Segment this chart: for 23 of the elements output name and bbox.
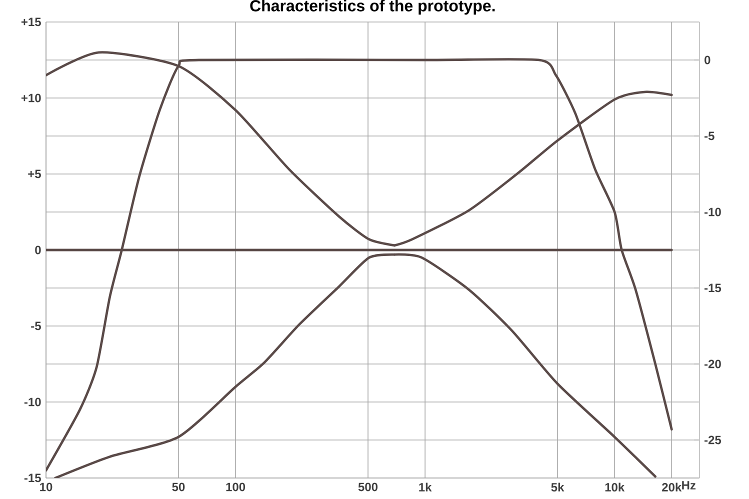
y2-tick-label: -15 <box>704 284 722 292</box>
x-tick-label: 10k <box>605 482 625 492</box>
x-tick-label: 50 <box>172 482 185 492</box>
x-axis-title: Hz <box>682 481 696 490</box>
x-tick-label: 20k <box>662 482 682 492</box>
x-tick-label: 10 <box>40 482 52 492</box>
y-tick-label: +5 <box>28 170 41 178</box>
x-tick-label: 5k <box>551 482 564 492</box>
y2-tick-label: 0 <box>704 56 710 64</box>
y-tick-label: -15 <box>24 474 41 482</box>
y2-tick-label: -10 <box>704 208 721 216</box>
y2-tick-label: -25 <box>704 436 722 444</box>
x-tick-label: 100 <box>226 482 246 492</box>
y-tick-label: -10 <box>24 398 41 406</box>
chart-title: Characteristics of the prototype. <box>250 0 495 15</box>
x-tick-label: 1k <box>419 482 432 492</box>
y-tick-label: 0 <box>35 246 41 254</box>
x-tick-label: 500 <box>358 482 378 492</box>
y-tick-label: +15 <box>21 18 41 26</box>
y-tick-label: +10 <box>21 94 41 102</box>
y2-tick-label: -20 <box>704 360 721 368</box>
y-tick-label: -5 <box>31 322 41 330</box>
y2-tick-label: -5 <box>704 132 714 140</box>
